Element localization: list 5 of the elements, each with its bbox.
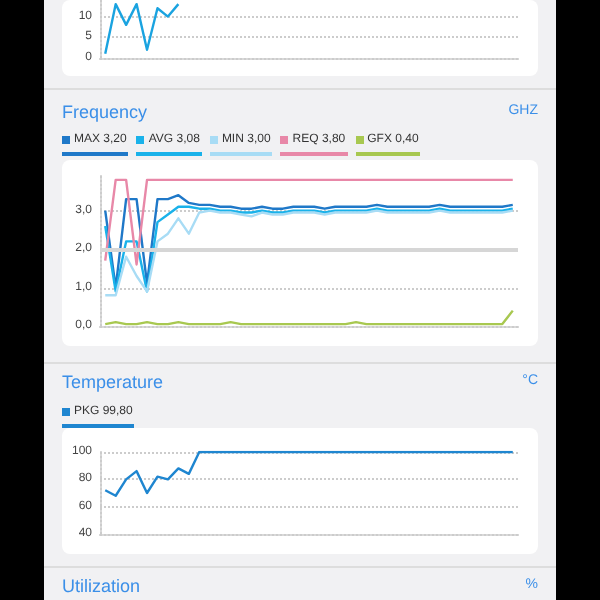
chart-title: Temperature bbox=[62, 372, 164, 392]
chart-title: Frequency bbox=[62, 102, 148, 122]
line-series bbox=[104, 450, 514, 497]
text: Utilization bbox=[62, 576, 141, 596]
line-series bbox=[104, 194, 514, 289]
